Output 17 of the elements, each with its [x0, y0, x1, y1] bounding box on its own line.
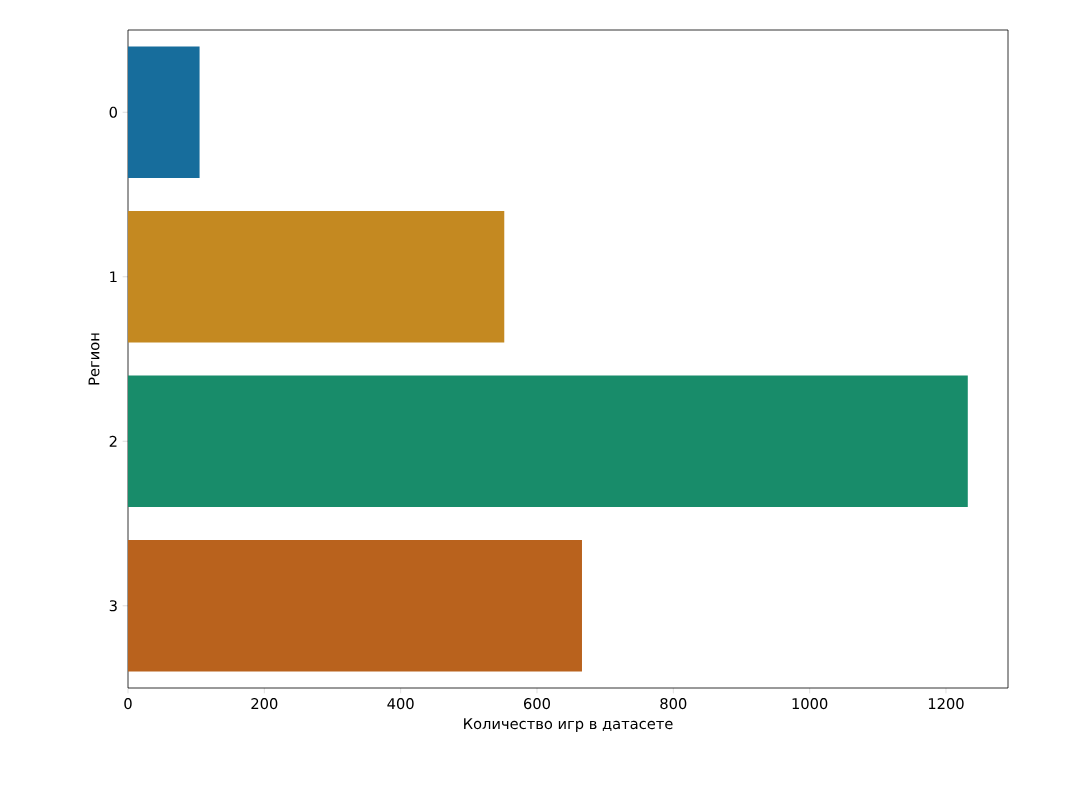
- x-tick-label: 1200: [928, 698, 964, 710]
- x-tick-label: 600: [524, 698, 550, 710]
- x-tick-label: 0: [124, 698, 132, 710]
- x-axis-title: Количество игр в датасете: [464, 718, 673, 733]
- y-tick-label: 3: [109, 600, 117, 612]
- bar: [128, 46, 200, 179]
- bar: [128, 375, 968, 508]
- bar: [128, 210, 505, 343]
- bar: [128, 539, 582, 672]
- y-tick-label: 2: [109, 435, 117, 447]
- y-axis-title: Регион: [88, 333, 100, 385]
- x-tick-label: 800: [660, 698, 687, 710]
- y-tick-label: 1: [110, 271, 117, 283]
- x-tick-label: 1000: [792, 698, 828, 710]
- y-tick-label: 0: [109, 106, 117, 118]
- x-tick-label: 200: [251, 698, 278, 710]
- x-tick-label: 400: [387, 698, 414, 710]
